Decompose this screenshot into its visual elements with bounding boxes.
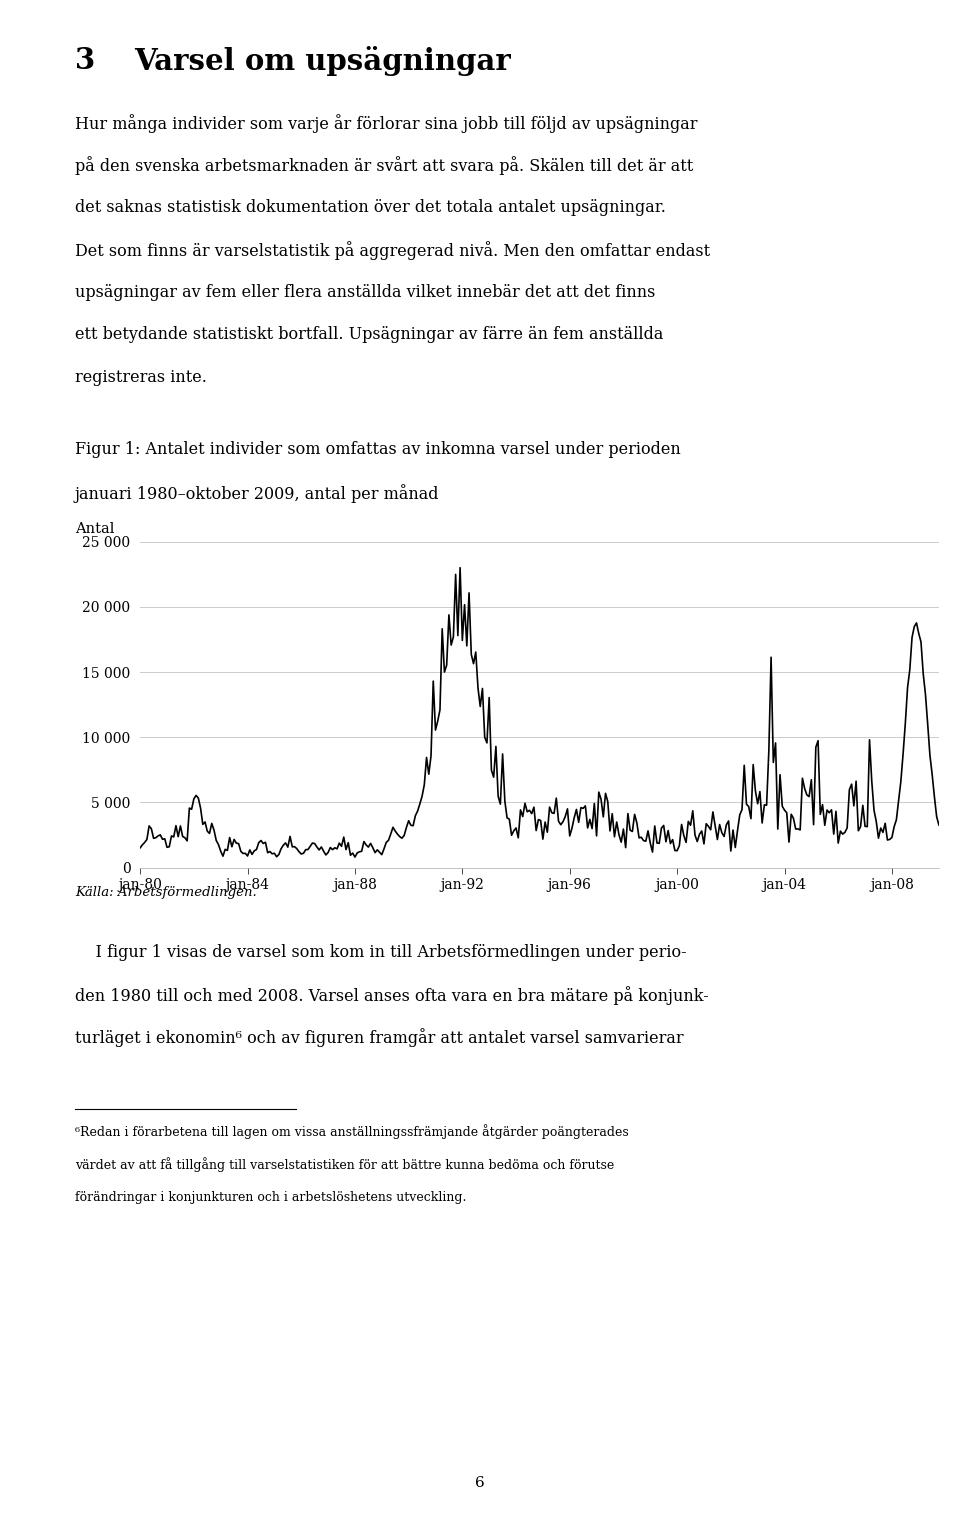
Text: 3: 3 bbox=[75, 46, 95, 74]
Text: registreras inte.: registreras inte. bbox=[75, 369, 206, 385]
Text: Varsel om upsägningar: Varsel om upsägningar bbox=[134, 46, 511, 76]
Text: ⁶Redan i förarbetena till lagen om vissa anställningssfrämjande åtgärder poängte: ⁶Redan i förarbetena till lagen om vissa… bbox=[75, 1124, 629, 1139]
Text: Hur många individer som varje år förlorar sina jobb till följd av upsägningar: Hur många individer som varje år förlora… bbox=[75, 114, 697, 132]
Text: Figur 1: Antalet individer som omfattas av inkomna varsel under perioden: Figur 1: Antalet individer som omfattas … bbox=[75, 441, 681, 458]
Text: upsägningar av fem eller flera anställda vilket innebär det att det finns: upsägningar av fem eller flera anställda… bbox=[75, 284, 656, 300]
Text: januari 1980–oktober 2009, antal per månad: januari 1980–oktober 2009, antal per mån… bbox=[75, 484, 440, 502]
Text: Källa: Arbetsförmedlingen.: Källa: Arbetsförmedlingen. bbox=[75, 886, 256, 900]
Text: värdet av att få tillgång till varselstatistiken för att bättre kunna bedöma och: värdet av att få tillgång till varselsta… bbox=[75, 1157, 614, 1173]
Text: 6: 6 bbox=[475, 1476, 485, 1490]
Text: ett betydande statistiskt bortfall. Upsägningar av färre än fem anställda: ett betydande statistiskt bortfall. Upsä… bbox=[75, 326, 663, 343]
Text: turläget i ekonomin⁶ och av figuren framgår att antalet varsel samvarierar: turläget i ekonomin⁶ och av figuren fram… bbox=[75, 1029, 684, 1047]
Text: I figur 1 visas de varsel som kom in till Arbetsförmedlingen under perio-: I figur 1 visas de varsel som kom in til… bbox=[75, 944, 686, 960]
Text: på den svenska arbetsmarknaden är svårt att svara på. Skälen till det är att: på den svenska arbetsmarknaden är svårt … bbox=[75, 156, 693, 174]
Text: Det som finns är varselstatistik på aggregerad nivå. Men den omfattar endast: Det som finns är varselstatistik på aggr… bbox=[75, 241, 710, 259]
Text: det saknas statistisk dokumentation över det totala antalet upsägningar.: det saknas statistisk dokumentation över… bbox=[75, 199, 665, 215]
Text: förändringar i konjunkturen och i arbetslöshetens utveckling.: förändringar i konjunkturen och i arbets… bbox=[75, 1191, 467, 1204]
Text: den 1980 till och med 2008. Varsel anses ofta vara en bra mätare på konjunk-: den 1980 till och med 2008. Varsel anses… bbox=[75, 986, 708, 1004]
Text: Antal: Antal bbox=[75, 522, 114, 536]
